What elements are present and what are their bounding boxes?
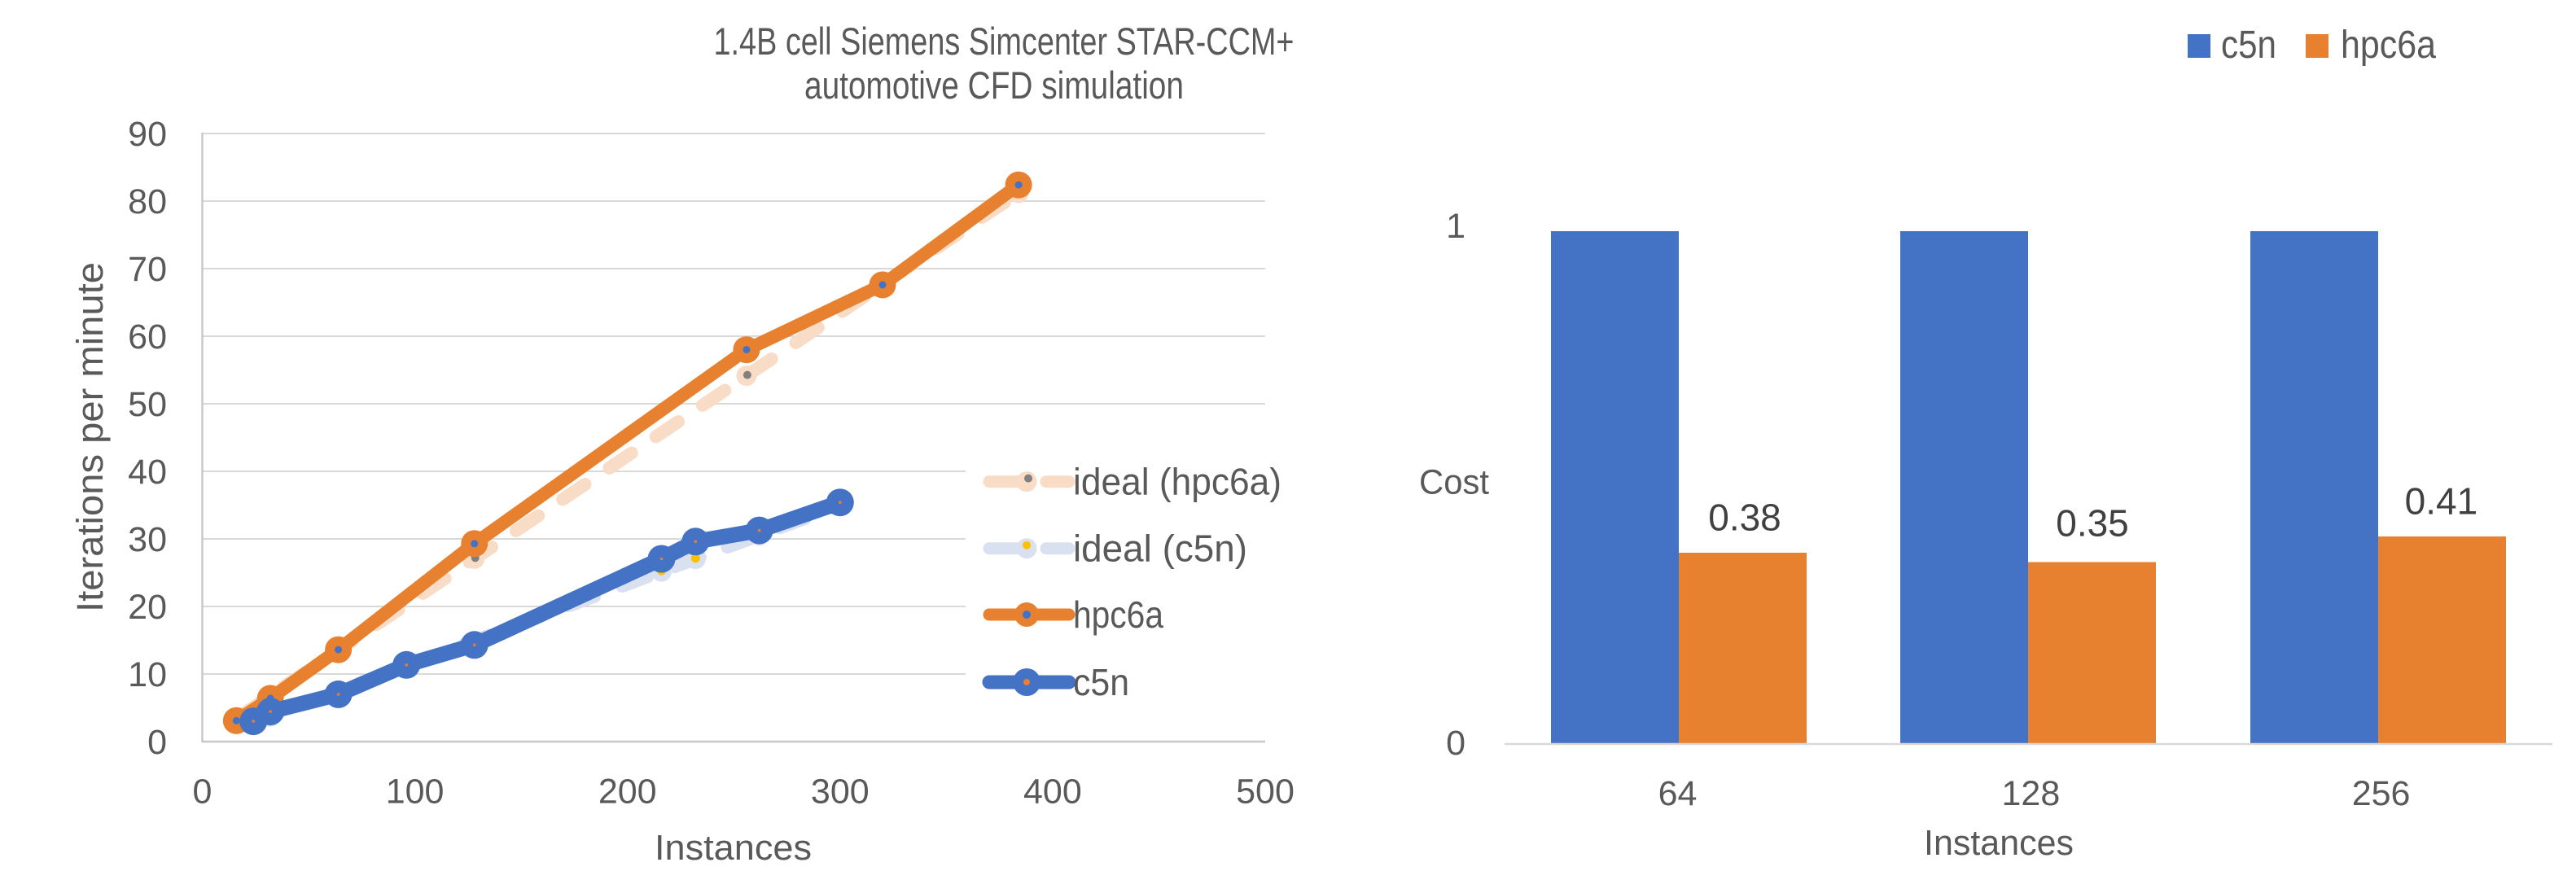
svg-text:0.41: 0.41 (2405, 480, 2478, 523)
svg-text:ideal (hpc6a): ideal (hpc6a) (1073, 461, 1281, 503)
svg-text:automotive CFD simulation: automotive CFD simulation (804, 63, 1184, 107)
svg-text:400: 400 (1023, 772, 1082, 811)
svg-text:1.4B cell Siemens Simcenter ST: 1.4B cell Siemens Simcenter STAR-CCM+ (714, 20, 1295, 63)
svg-text:50: 50 (128, 385, 167, 424)
svg-text:100: 100 (386, 772, 445, 811)
svg-text:256: 256 (2352, 774, 2411, 813)
svg-text:128: 128 (2002, 774, 2061, 813)
svg-text:1: 1 (1446, 207, 1465, 246)
svg-text:Instances: Instances (1924, 823, 2074, 863)
svg-text:0: 0 (193, 772, 212, 811)
svg-text:64: 64 (1658, 774, 1698, 813)
svg-text:500: 500 (1236, 772, 1295, 811)
svg-text:0: 0 (1446, 724, 1465, 763)
svg-text:70: 70 (128, 250, 167, 289)
svg-text:0.35: 0.35 (2056, 502, 2129, 545)
svg-text:c5n: c5n (2221, 24, 2276, 67)
svg-text:60: 60 (128, 317, 167, 357)
svg-text:Instances: Instances (655, 828, 812, 868)
svg-text:80: 80 (128, 182, 167, 221)
svg-text:0: 0 (147, 723, 167, 762)
svg-text:10: 10 (128, 655, 167, 694)
svg-text:30: 30 (128, 520, 167, 559)
svg-text:90: 90 (128, 115, 167, 154)
svg-text:hpc6a: hpc6a (2341, 24, 2436, 67)
svg-text:200: 200 (598, 772, 657, 811)
svg-text:0.38: 0.38 (1708, 497, 1781, 539)
svg-text:c5n: c5n (1073, 661, 1129, 703)
svg-text:Cost: Cost (1419, 462, 1489, 501)
svg-text:40: 40 (128, 453, 167, 492)
svg-text:hpc6a: hpc6a (1073, 593, 1163, 636)
svg-text:300: 300 (811, 772, 870, 811)
svg-text:Iterations per minute: Iterations per minute (69, 262, 111, 612)
svg-text:20: 20 (128, 588, 167, 627)
svg-text:ideal (c5n): ideal (c5n) (1073, 527, 1247, 570)
